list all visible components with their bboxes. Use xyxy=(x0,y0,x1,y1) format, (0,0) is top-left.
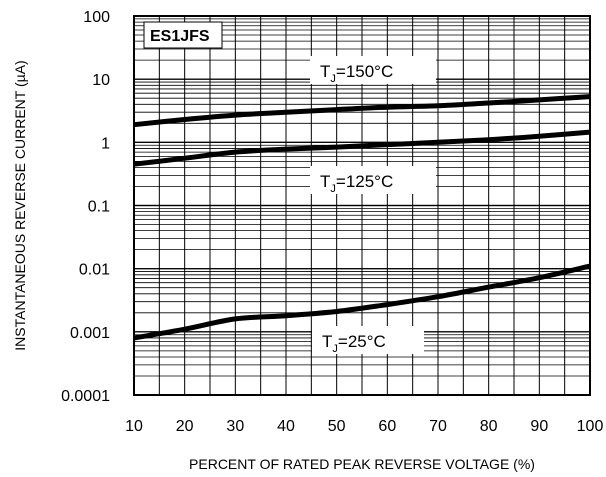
series-label-rest: =25°C xyxy=(338,332,386,351)
series-label-subscript: J xyxy=(330,183,336,195)
y-tick-label: 1 xyxy=(101,135,110,152)
y-tick-label: 10 xyxy=(92,72,110,89)
plot-frame xyxy=(133,15,591,396)
series-line xyxy=(133,129,591,167)
y-tick-label: 100 xyxy=(83,9,110,26)
y-tick-label: 0.001 xyxy=(70,325,110,342)
x-tick-label: 20 xyxy=(176,418,194,435)
series-label-subscript: J xyxy=(330,73,336,85)
x-tick-label: 10 xyxy=(125,418,143,435)
series-label-background xyxy=(310,56,436,84)
x-tick-label: 90 xyxy=(530,418,548,435)
series-label-text: TJ=25°C xyxy=(322,332,386,355)
y-tick-label: 0.01 xyxy=(79,262,110,279)
series-label-main: T xyxy=(320,62,330,81)
x-tick-label: 30 xyxy=(226,418,244,435)
x-tick-label: 60 xyxy=(378,418,396,435)
series-label-text: TJ=150°C xyxy=(320,62,393,85)
series-label-text: TJ=125°C xyxy=(320,172,393,195)
y-tick-label: 0.0001 xyxy=(61,388,110,405)
chart-title-box: ES1JFS xyxy=(143,21,223,49)
series-label-rest: =125°C xyxy=(336,172,393,191)
series-label: TJ=125°C xyxy=(310,166,436,195)
y-tick-label: 0.1 xyxy=(88,199,110,216)
series-label-background xyxy=(312,326,424,354)
x-tick-label: 50 xyxy=(328,418,346,435)
grid xyxy=(134,15,590,395)
x-tick-label: 80 xyxy=(480,418,498,435)
series-layer xyxy=(133,94,591,341)
series-line xyxy=(133,263,591,341)
series-label: TJ=150°C xyxy=(310,56,436,85)
x-tick-label: 70 xyxy=(429,418,447,435)
x-tick-label: 40 xyxy=(277,418,295,435)
tick-labels: 10 20 30 40 50 60 70 80 90 100 100 10 1 0.1 0.01 0.001 0… xyxy=(61,9,603,435)
series-label: TJ=25°C xyxy=(312,326,424,355)
series-label-subscript: J xyxy=(332,343,338,355)
series-label-background xyxy=(310,166,436,194)
y-axis-title: INSTANTANEOUS REVERSE CURRENT (µA) xyxy=(12,60,28,350)
series-label-rest: =150°C xyxy=(336,62,393,81)
chart-title: ES1JFS xyxy=(150,28,210,45)
series-line xyxy=(133,94,591,128)
annotation-layer: TJ=150°CTJ=125°CTJ=25°C xyxy=(310,56,436,355)
series-label-main: T xyxy=(320,172,330,191)
x-tick-label: 100 xyxy=(577,418,604,435)
x-axis-title: PERCENT OF RATED PEAK REVERSE VOLTAGE (%… xyxy=(189,456,535,472)
chart-title-background xyxy=(143,21,223,49)
series-label-main: T xyxy=(322,332,332,351)
